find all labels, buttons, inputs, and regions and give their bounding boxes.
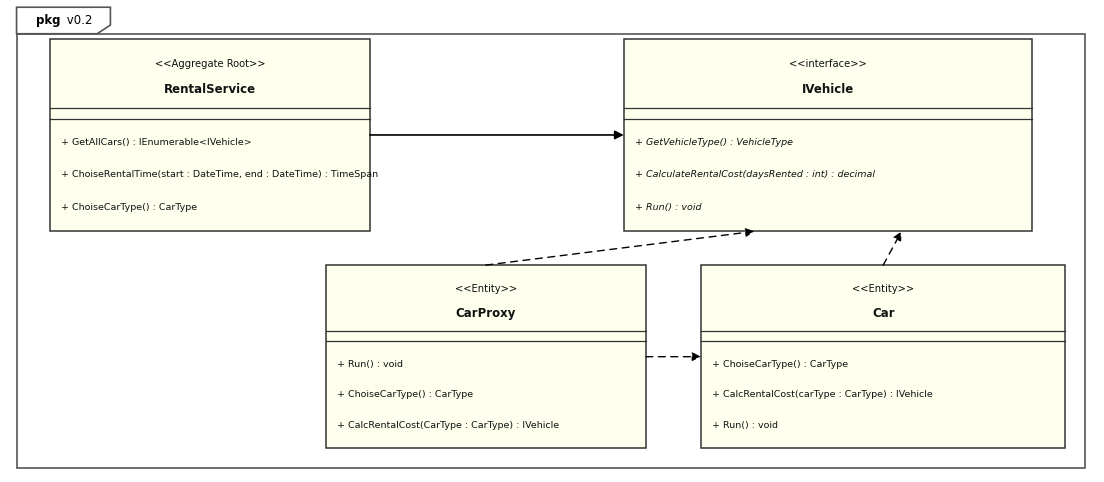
- Text: IVehicle: IVehicle: [802, 83, 854, 96]
- Text: + ChoiseRentalTime(start : DateTime, end : DateTime) : TimeSpan: + ChoiseRentalTime(start : DateTime, end…: [61, 171, 378, 179]
- Text: + ChoiseCarType() : CarType: + ChoiseCarType() : CarType: [61, 203, 197, 212]
- Polygon shape: [17, 7, 110, 34]
- Text: + Run() : void: + Run() : void: [712, 421, 778, 430]
- Text: <<Aggregate Root>>: <<Aggregate Root>>: [155, 58, 265, 68]
- Text: + GetVehicleType() : VehicleType: + GetVehicleType() : VehicleType: [635, 138, 793, 147]
- Text: + CalcRentalCost(carType : CarType) : IVehicle: + CalcRentalCost(carType : CarType) : IV…: [712, 390, 933, 399]
- Text: + GetAllCars() : IEnumerable<IVehicle>: + GetAllCars() : IEnumerable<IVehicle>: [61, 138, 252, 147]
- Text: pkg: pkg: [36, 14, 61, 27]
- Text: Car: Car: [872, 307, 894, 320]
- Bar: [50, 39, 370, 231]
- Text: + CalculateRentalCost(daysRented : int) : decimal: + CalculateRentalCost(daysRented : int) …: [635, 171, 874, 179]
- Text: RentalService: RentalService: [163, 83, 256, 96]
- Text: <<interface>>: <<interface>>: [789, 58, 867, 68]
- Text: + ChoiseCarType() : CarType: + ChoiseCarType() : CarType: [337, 390, 473, 399]
- Text: + CalcRentalCost(CarType : CarType) : IVehicle: + CalcRentalCost(CarType : CarType) : IV…: [337, 421, 559, 430]
- Bar: [326, 265, 646, 448]
- Bar: [701, 265, 1065, 448]
- Text: CarProxy: CarProxy: [456, 307, 516, 320]
- Text: <<Entity>>: <<Entity>>: [455, 284, 517, 294]
- Bar: [624, 39, 1032, 231]
- Text: + ChoiseCarType() : CarType: + ChoiseCarType() : CarType: [712, 360, 848, 369]
- Text: + Run() : void: + Run() : void: [337, 360, 403, 369]
- Text: <<Entity>>: <<Entity>>: [852, 284, 914, 294]
- Text: v0.2: v0.2: [63, 14, 93, 27]
- Text: + Run() : void: + Run() : void: [635, 203, 701, 212]
